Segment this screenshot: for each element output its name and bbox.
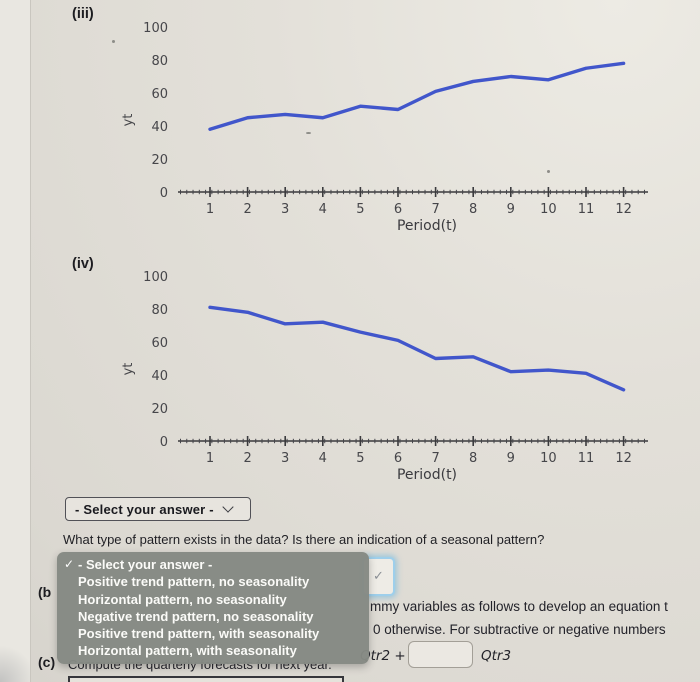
svg-text:Period(t): Period(t) xyxy=(397,218,457,234)
svg-text:80: 80 xyxy=(151,303,168,318)
svg-text:6: 6 xyxy=(394,451,402,466)
svg-text:11: 11 xyxy=(578,202,595,217)
svg-text:0: 0 xyxy=(160,186,168,201)
svg-text:10: 10 xyxy=(540,202,557,217)
answer-dropdown-menu: ✓ - Select your answer - Positive trend … xyxy=(57,552,369,664)
svg-text:7: 7 xyxy=(431,202,439,217)
svg-text:0: 0 xyxy=(160,435,168,450)
dust-speck xyxy=(547,170,550,173)
svg-text:60: 60 xyxy=(151,87,168,102)
svg-text:100: 100 xyxy=(143,21,168,36)
svg-text:3: 3 xyxy=(281,451,289,466)
svg-text:8: 8 xyxy=(469,451,477,466)
svg-text:yt: yt xyxy=(121,363,136,376)
menu-item-positive-no-seasonality[interactable]: Positive trend pattern, no seasonality xyxy=(78,574,310,590)
qtr3-coefficient-input[interactable] xyxy=(408,641,473,668)
chart-iv-label: (iv) xyxy=(72,256,94,272)
chart-iii-label: (iii) xyxy=(72,6,94,22)
part-b-line2: 0 otherwise. For subtractive or negative… xyxy=(373,622,666,637)
svg-text:4: 4 xyxy=(319,202,327,217)
question-text: What type of pattern exists in the data?… xyxy=(63,532,545,547)
svg-text:12: 12 xyxy=(615,451,632,466)
svg-text:1: 1 xyxy=(206,202,214,217)
svg-text:40: 40 xyxy=(151,120,168,135)
svg-text:5: 5 xyxy=(356,451,364,466)
svg-text:5: 5 xyxy=(356,202,364,217)
menu-item-horizontal-with-seasonality[interactable]: Horizontal pattern, with seasonality xyxy=(78,643,297,659)
svg-text:9: 9 xyxy=(507,451,515,466)
check-icon: ✓ xyxy=(373,569,384,584)
qtr2-term: Qtr2 + xyxy=(360,648,406,664)
part-c-label: (c) xyxy=(38,654,56,670)
dust-speck xyxy=(112,40,115,43)
svg-text:10: 10 xyxy=(540,451,557,466)
svg-text:9: 9 xyxy=(507,202,515,217)
photo-shadow xyxy=(0,644,30,682)
part-b-label: (b xyxy=(38,584,52,600)
qtr3-term: Qtr3 xyxy=(481,648,512,664)
check-icon: ✓ xyxy=(64,557,75,571)
svg-text:40: 40 xyxy=(151,369,168,384)
dust-speck xyxy=(306,132,311,134)
menu-item-horizontal-no-seasonality[interactable]: Horizontal pattern, no seasonality xyxy=(78,591,287,607)
part-c-input[interactable] xyxy=(68,676,344,682)
menu-item-select-your-answer[interactable]: ✓ - Select your answer - xyxy=(64,557,213,572)
answer-select-label: - Select your answer - xyxy=(75,501,214,517)
svg-text:yt: yt xyxy=(121,114,136,127)
svg-text:8: 8 xyxy=(469,202,477,217)
svg-text:12: 12 xyxy=(615,202,632,217)
svg-text:4: 4 xyxy=(319,451,327,466)
menu-item-negative-no-seasonality[interactable]: Negative trend pattern, no seasonality xyxy=(78,608,314,624)
menu-item-positive-with-seasonality[interactable]: Positive trend pattern, with seasonality xyxy=(78,626,320,642)
svg-text:20: 20 xyxy=(151,402,168,417)
svg-text:1: 1 xyxy=(206,451,214,466)
chevron-down-icon xyxy=(222,501,234,513)
svg-text:11: 11 xyxy=(578,451,595,466)
svg-text:100: 100 xyxy=(143,270,168,285)
svg-text:7: 7 xyxy=(431,451,439,466)
svg-text:2: 2 xyxy=(243,202,251,217)
svg-text:Period(t): Period(t) xyxy=(397,467,457,483)
svg-text:20: 20 xyxy=(151,153,168,168)
svg-text:60: 60 xyxy=(151,336,168,351)
svg-text:6: 6 xyxy=(394,202,402,217)
svg-text:80: 80 xyxy=(151,54,168,69)
answer-select-closed[interactable]: - Select your answer - xyxy=(65,497,251,521)
svg-text:2: 2 xyxy=(243,451,251,466)
svg-text:3: 3 xyxy=(281,202,289,217)
left-margin xyxy=(0,0,31,682)
part-b-line1: mmy variables as follows to develop an e… xyxy=(370,599,668,614)
